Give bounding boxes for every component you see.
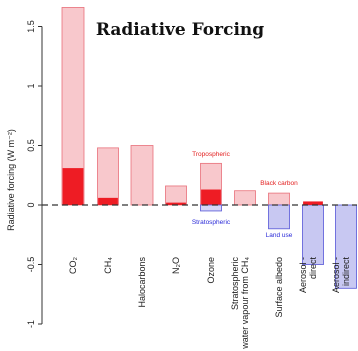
bar-total-7 (302, 204, 324, 265)
category-label-3: N₂O (171, 257, 181, 274)
bar-component-0 (62, 168, 84, 205)
category-label-7-line-1: direct (308, 257, 318, 280)
annotation-3: Land use (266, 232, 293, 239)
bar-total-3 (165, 185, 187, 206)
y-tick-label-1: -0.5 (26, 257, 36, 273)
category-label-7-line-0: Aerosol - (298, 257, 308, 293)
bar-component-1 (98, 197, 118, 205)
category-label-0: CO₂ (68, 257, 78, 275)
category-label-4: Ozone (206, 257, 216, 284)
annotation-2: Black carbon (260, 180, 298, 187)
bar-total-6 (268, 192, 290, 206)
y-axis-ticks: -1 -0.5 0 0.5 1 1.5 (26, 20, 42, 328)
category-labels: CO₂ CH₄ Halocarbons N₂O Ozone Stratospheric wa… (68, 257, 351, 350)
category-label-1: CH₄ (103, 257, 113, 274)
bar-component-4 (201, 189, 221, 205)
chart-title: Radiative Forcing (96, 20, 264, 40)
bar-component-3 (166, 202, 186, 205)
bar-total-1 (97, 147, 119, 206)
bar-total-5 (234, 190, 256, 206)
annotations-layer: Tropospheric Stratospheric Black carbon Lan… (192, 151, 298, 239)
bar-component-7 (303, 201, 323, 205)
bar-negative-extra-0 (200, 204, 222, 212)
y-tick-label-3: 0.5 (26, 139, 36, 152)
category-label-2: Halocarbons (137, 257, 147, 308)
y-axis-label: Radiative forcing (W m⁻²) (6, 129, 16, 231)
y-tick-label-4: 1 (26, 83, 36, 88)
category-label-5-line-0: Stratospheric (230, 257, 240, 311)
y-tick-label-5: 1.5 (26, 20, 36, 33)
annotation-0: Tropospheric (192, 151, 230, 158)
category-label-8-line-1: indirect (341, 257, 351, 287)
y-tick-label-2: 0 (26, 202, 36, 207)
bar-total-2 (130, 145, 154, 206)
y-tick-label-0: -1 (26, 320, 36, 328)
bar-negative-extra-1 (268, 204, 290, 230)
bars-layer (61, 7, 357, 289)
category-label-6: Surface albedo (274, 257, 284, 318)
category-label-8-line-0: Aerosol - (331, 257, 341, 293)
category-label-5-line-1: water vapour from CH₄ (240, 257, 250, 350)
annotation-1: Stratospheric (192, 219, 231, 226)
